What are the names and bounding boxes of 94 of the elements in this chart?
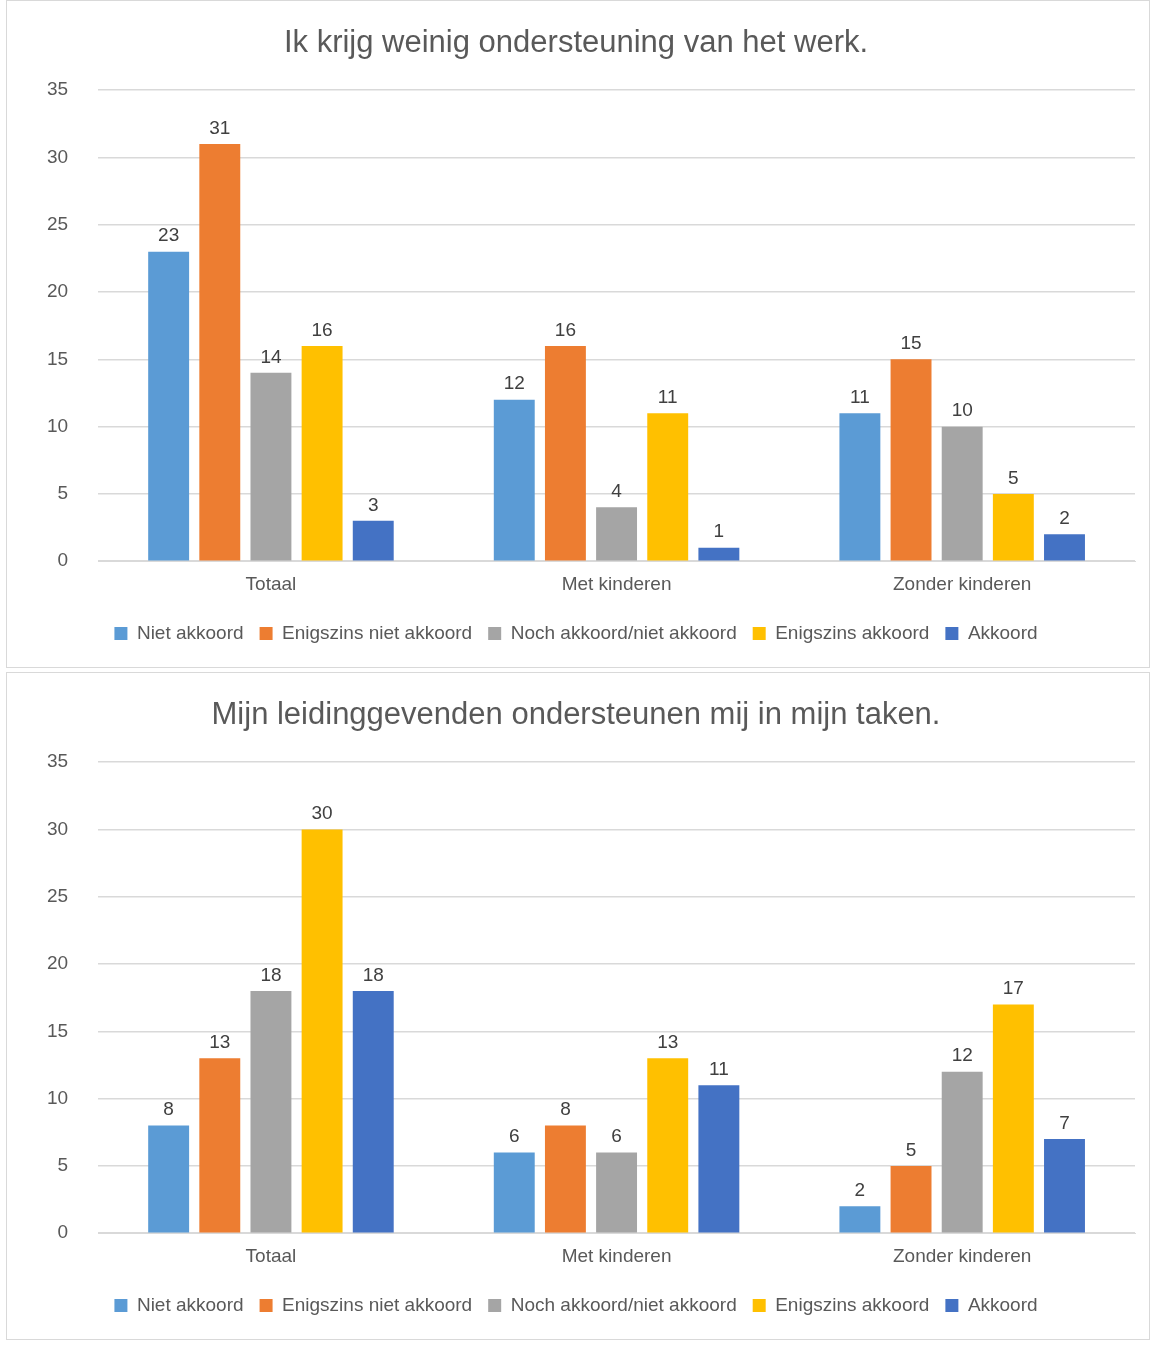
data-label: 10	[951, 399, 973, 421]
bar	[992, 493, 1034, 561]
y-tick-label: 35	[46, 750, 69, 772]
bar	[647, 413, 689, 561]
x-tick-label: Met kinderen	[561, 1244, 672, 1266]
bar	[199, 1058, 241, 1233]
y-tick-label: 30	[46, 145, 69, 167]
bar	[890, 359, 932, 561]
legend-label: Akkoord	[967, 1293, 1038, 1315]
bar	[890, 1165, 932, 1233]
y-tick-label: 5	[57, 1154, 69, 1176]
data-label: 15	[900, 332, 922, 354]
legend-label: Noch akkoord/niet akkoord	[510, 1293, 737, 1315]
data-label: 5	[905, 1138, 917, 1160]
x-tick-label: Totaal	[245, 572, 297, 594]
bar	[544, 345, 586, 561]
legend-label: Noch akkoord/niet akkoord	[510, 621, 737, 643]
data-label: 23	[158, 224, 180, 246]
y-tick-label: 10	[46, 1086, 69, 1108]
y-tick-label: 0	[57, 1221, 69, 1243]
data-label: 11	[657, 385, 678, 407]
data-label: 8	[560, 1098, 571, 1120]
bar	[301, 345, 343, 561]
bar	[596, 507, 638, 561]
bar	[250, 990, 292, 1233]
data-label: 13	[209, 1030, 231, 1052]
y-tick-label: 15	[46, 1019, 69, 1041]
bar	[199, 144, 241, 561]
data-label: 31	[209, 116, 231, 138]
data-label: 2	[854, 1179, 866, 1201]
x-tick-label: Met kinderen	[561, 572, 672, 594]
bar	[352, 990, 394, 1233]
data-label: 13	[657, 1030, 679, 1052]
y-tick-label: 35	[46, 78, 69, 100]
chart-title: Mijn leidinggevenden ondersteunen mij in mijn taken.	[211, 696, 941, 732]
data-label: 8	[163, 1098, 174, 1120]
data-label: 16	[554, 318, 576, 340]
bar	[647, 1058, 689, 1233]
bar	[148, 251, 190, 561]
bar	[301, 829, 343, 1233]
bar	[839, 413, 881, 561]
bar	[1044, 534, 1085, 561]
data-label: 18	[260, 963, 282, 985]
bar	[596, 1152, 638, 1233]
bar	[250, 372, 292, 561]
y-tick-label: 10	[46, 414, 69, 436]
data-label: 12	[503, 372, 525, 394]
data-label: 14	[260, 345, 282, 367]
bar	[992, 1004, 1034, 1233]
bar	[493, 399, 535, 561]
data-label: 5	[1008, 466, 1019, 488]
data-label: 30	[311, 802, 333, 824]
bar	[1044, 1139, 1085, 1233]
x-tick-label: Zonder kinderen	[893, 572, 1032, 594]
legend-label: Enigszins akkoord	[775, 621, 930, 643]
y-tick-label: 25	[46, 885, 69, 907]
data-label: 4	[611, 480, 623, 502]
legend-label: Enigszins akkoord	[775, 1293, 930, 1315]
y-tick-label: 15	[46, 347, 69, 369]
bar	[493, 1152, 535, 1233]
data-label: 16	[311, 318, 333, 340]
x-tick-label: Totaal	[245, 1244, 297, 1266]
data-label: 6	[508, 1125, 520, 1147]
data-label: 1	[713, 520, 725, 542]
y-tick-label: 0	[57, 549, 69, 571]
y-tick-label: 25	[46, 213, 69, 235]
y-tick-label: 5	[57, 482, 69, 504]
bar	[941, 1071, 983, 1233]
data-label: 6	[611, 1125, 622, 1147]
bar	[544, 1125, 586, 1233]
data-label: 2	[1059, 507, 1070, 529]
data-label: 12	[951, 1044, 973, 1066]
legend-label: Enigszins niet akkoord	[282, 1293, 473, 1315]
data-label: 17	[1002, 977, 1024, 999]
y-tick-label: 20	[46, 952, 69, 974]
legend-label: Enigszins niet akkoord	[282, 621, 473, 643]
legend-label: Niet akkoord	[136, 621, 244, 643]
x-tick-label: Zonder kinderen	[893, 1244, 1032, 1266]
data-label: 7	[1059, 1111, 1070, 1133]
legend-label: Akkoord	[967, 621, 1038, 643]
chart-title: Ik krijg weinig ondersteuning van het werk.	[283, 24, 869, 60]
bar	[839, 1206, 881, 1233]
bar	[941, 426, 983, 561]
bar	[352, 520, 394, 561]
bar	[148, 1125, 190, 1233]
data-label: 11	[850, 385, 870, 407]
data-label: 3	[367, 493, 379, 515]
y-tick-label: 20	[46, 280, 69, 302]
data-label: 18	[362, 963, 384, 985]
y-tick-label: 30	[46, 817, 69, 839]
legend-label: Niet akkoord	[136, 1293, 244, 1315]
data-label: 11	[709, 1057, 729, 1079]
bar	[698, 547, 740, 561]
bar	[698, 1085, 740, 1233]
